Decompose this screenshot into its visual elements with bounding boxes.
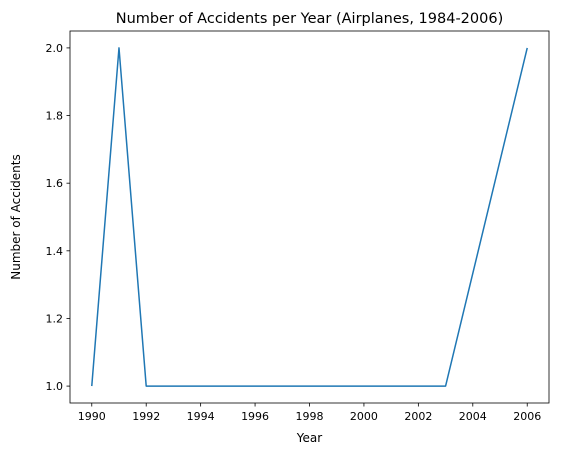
- plot-area: 1990 1992 1994 1996 1998 2000 2002 2004 2006 1.0 1…: [46, 30, 550, 423]
- x-tick-label-1996: 1996: [241, 410, 269, 423]
- x-axis-label: Year: [296, 431, 322, 445]
- y-tick-label-5: 2.0: [46, 42, 64, 55]
- axes-frame: [69, 30, 550, 404]
- x-tick-label-1990: 1990: [78, 410, 106, 423]
- chart-title: Number of Accidents per Year (Airplanes,…: [116, 11, 504, 27]
- y-tick-label-4: 1.8: [46, 110, 64, 123]
- y-tick-label-3: 1.6: [46, 177, 64, 190]
- x-tick-label-1998: 1998: [296, 410, 324, 423]
- y-tick-label-0: 1.0: [46, 380, 64, 393]
- y-tick-label-2: 1.4: [46, 245, 64, 258]
- x-tick-label-2002: 2002: [404, 410, 432, 423]
- y-axis-label: Number of Accidents: [9, 154, 23, 280]
- x-tick-label-2000: 2000: [350, 410, 378, 423]
- x-tick-label-1994: 1994: [187, 410, 215, 423]
- series-line-0: [91, 47, 528, 387]
- y-tick-label-1: 1.2: [46, 312, 64, 325]
- x-tick-label-1992: 1992: [132, 410, 160, 423]
- x-tick-label-2006: 2006: [513, 410, 541, 423]
- x-tick-label-2004: 2004: [459, 410, 487, 423]
